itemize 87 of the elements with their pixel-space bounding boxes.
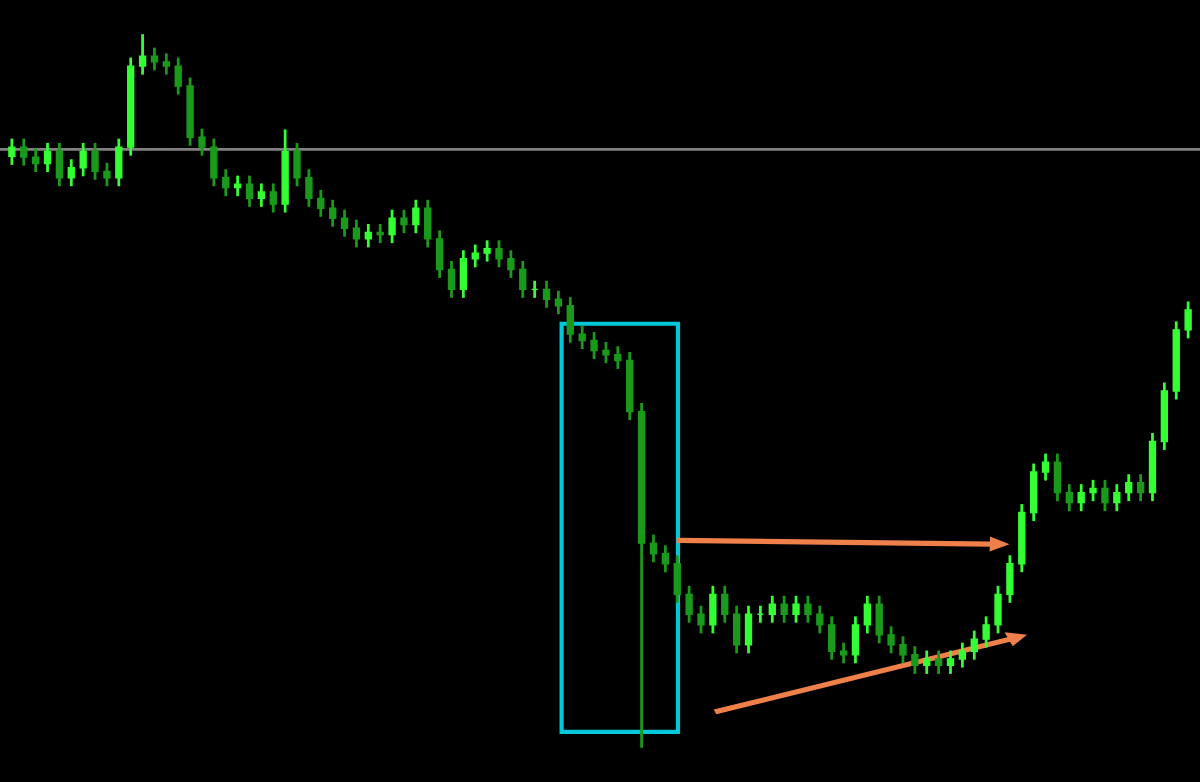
- candlestick: [911, 646, 919, 674]
- candlestick: [614, 346, 622, 369]
- candlestick: [55, 142, 64, 187]
- candlestick: [685, 585, 693, 623]
- candlestick: [1077, 484, 1085, 512]
- candlestick: [424, 199, 432, 248]
- candlestick: [732, 605, 741, 654]
- candlestick: [934, 650, 943, 674]
- candlestick: [923, 650, 931, 674]
- candlestick: [400, 209, 408, 234]
- candlestick: [435, 230, 444, 278]
- candlestick: [578, 325, 586, 350]
- candlestick: [471, 244, 479, 268]
- candlestick: [875, 595, 883, 644]
- candlestick: [364, 223, 372, 248]
- candlestick: [839, 642, 848, 664]
- candlestick: [8, 138, 16, 165]
- candlestick: [804, 595, 812, 623]
- candlestick: [412, 199, 420, 234]
- candlestick: [1101, 479, 1109, 512]
- candlestick: [317, 189, 325, 217]
- candlestick: [1125, 474, 1133, 502]
- candlestick: [103, 162, 111, 187]
- candlestick: [1089, 479, 1097, 502]
- candlestick: [507, 250, 515, 278]
- candlestick: [792, 595, 800, 623]
- candlestick: [329, 199, 337, 227]
- candlestick: [982, 616, 990, 648]
- candlestick: [590, 332, 598, 359]
- candlestick: [958, 642, 967, 668]
- candlestick: [744, 605, 753, 654]
- candlestick: [257, 183, 266, 207]
- candlestick: [899, 636, 907, 664]
- candlestick: [1029, 463, 1038, 522]
- candlestick: [1006, 555, 1014, 603]
- candlestick: [67, 159, 75, 187]
- candlestick: [780, 595, 788, 623]
- candlestick: [1053, 453, 1062, 502]
- candlestick: [352, 219, 361, 248]
- candlestick: [816, 605, 824, 634]
- candlestick: [602, 341, 610, 364]
- candlestick: [1136, 474, 1145, 502]
- candlestick: [661, 545, 670, 573]
- candlestick: [495, 240, 503, 268]
- candlestick: [970, 630, 978, 660]
- candlestick: [91, 142, 99, 180]
- candlestick: [174, 57, 182, 95]
- candlestick: [519, 260, 527, 298]
- candlestick: [447, 260, 456, 298]
- candlestick: [20, 138, 28, 166]
- candlestick: [340, 209, 349, 237]
- candlestick: [198, 128, 206, 156]
- candlestick: [388, 209, 396, 244]
- candlestick: [293, 142, 301, 187]
- candlestick: [305, 169, 313, 207]
- candlestick: [721, 585, 729, 623]
- candlestick: [162, 53, 171, 75]
- candlestick: [994, 585, 1002, 634]
- candlestick: [542, 280, 551, 308]
- candlestick: [828, 616, 836, 660]
- candlestick: [115, 138, 123, 187]
- candlestick: [887, 626, 895, 654]
- candlestick: [709, 585, 717, 634]
- candlestick: [233, 175, 242, 197]
- candlestick: [1065, 484, 1073, 512]
- candlestick: [43, 142, 52, 173]
- candlestick: [269, 183, 277, 213]
- candlestick: [946, 650, 955, 674]
- candlestick: [210, 138, 218, 187]
- candlestick: [222, 169, 230, 197]
- candlestick: [31, 148, 40, 173]
- candlestick: [79, 142, 87, 177]
- candlestick: [697, 605, 705, 634]
- candlestick: [649, 534, 658, 563]
- candlestick: [1184, 301, 1192, 339]
- candlestick: [1113, 484, 1121, 512]
- candlestick: [768, 595, 776, 623]
- candlestick: [459, 250, 468, 298]
- candlestick: [138, 34, 147, 75]
- candlestick: [673, 555, 681, 603]
- candlestick: [851, 616, 860, 664]
- candlestick: [566, 297, 574, 343]
- candlestick: [150, 47, 159, 71]
- candlestick: [483, 240, 491, 262]
- candlestick: [245, 175, 254, 207]
- candlestick: [863, 595, 871, 634]
- candlestick: [1041, 453, 1050, 481]
